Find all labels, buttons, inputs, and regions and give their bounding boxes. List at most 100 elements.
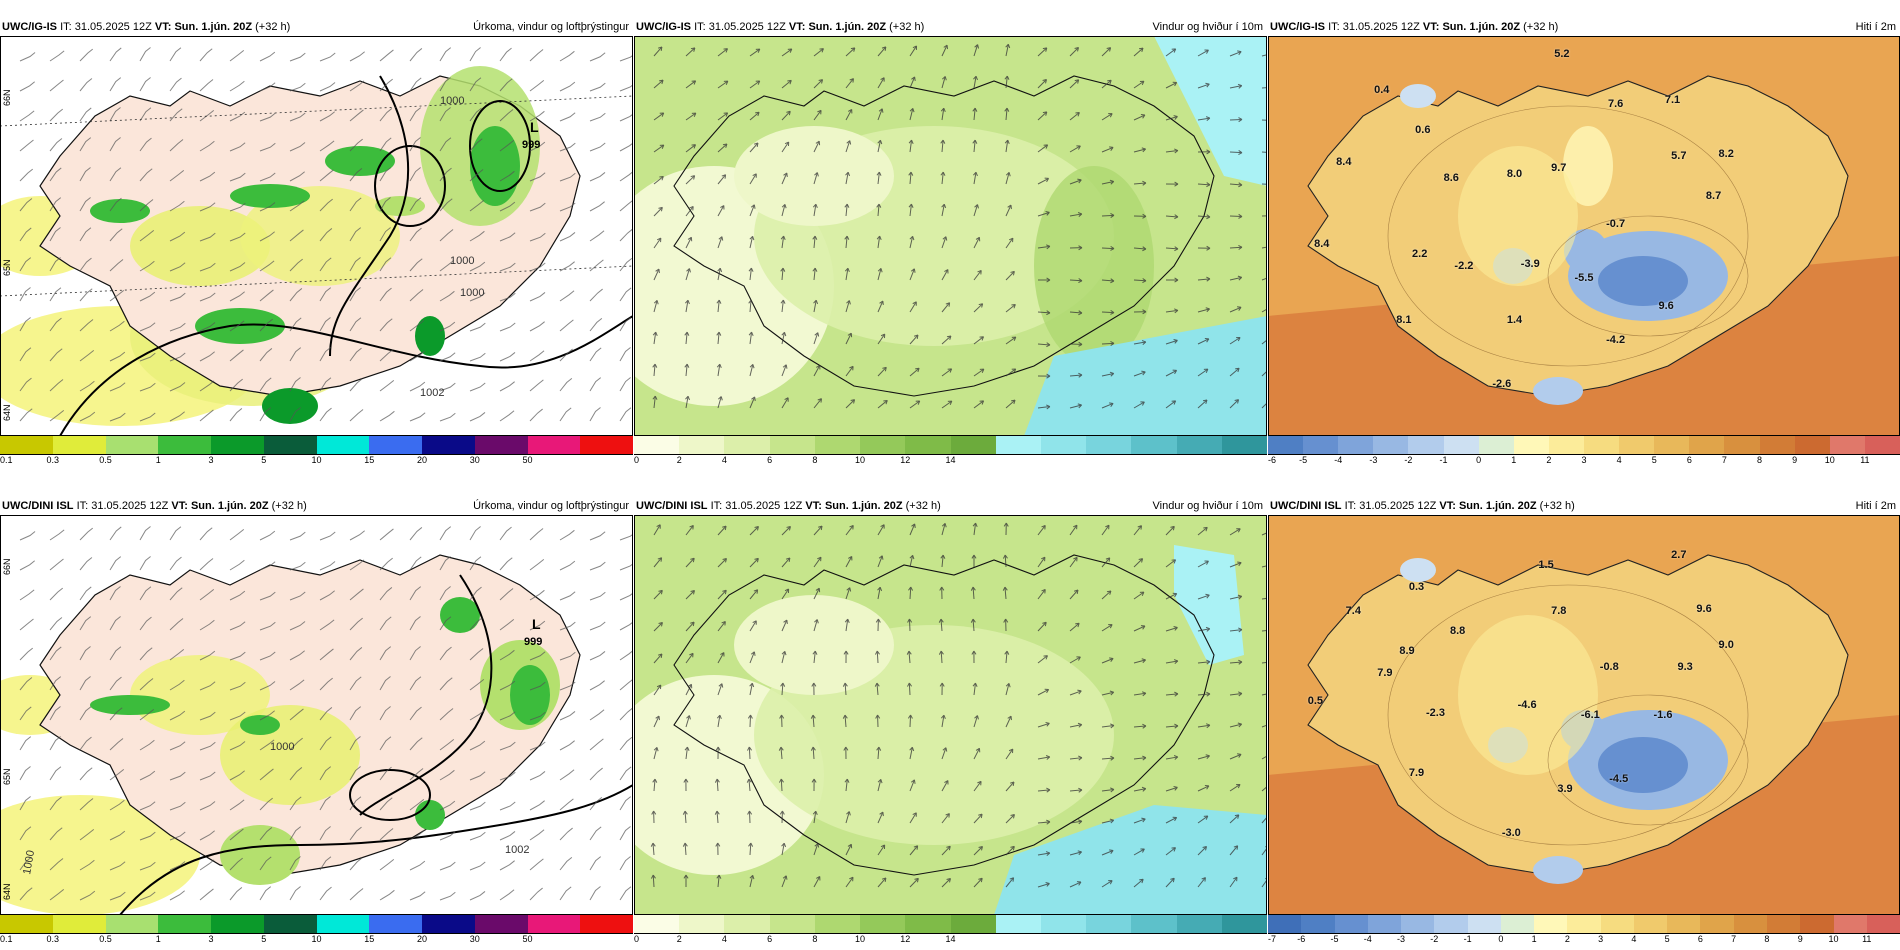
wind-arrow-head [651, 810, 657, 815]
wind-arrow-head [1008, 237, 1014, 243]
wind-barb [409, 320, 425, 332]
temp-map[interactable] [1268, 36, 1900, 436]
wind-arrow [845, 619, 849, 632]
wind-arrow [1261, 277, 1267, 281]
wind-map[interactable] [634, 36, 1267, 436]
wind-arrow-head [907, 714, 913, 719]
legend-swatch [905, 915, 951, 933]
wind-arrow [1165, 215, 1179, 218]
wind-arrow-head [1076, 656, 1081, 661]
wind-barb [79, 527, 94, 541]
wind-barb [409, 676, 422, 691]
wind-arrow-head [810, 746, 816, 751]
isobar-label: 1000 [440, 95, 464, 107]
wind-barb [559, 112, 576, 122]
precip-map[interactable]: L 999 1000 1002 1000 66N 65N 64N [0, 515, 633, 915]
wind-barb [79, 798, 94, 811]
wind-barb [49, 796, 62, 811]
wind-arrow-head [1204, 560, 1209, 565]
wind-barb [469, 771, 486, 781]
wind-arrow-head [908, 586, 914, 591]
legend-swatch [0, 915, 53, 933]
wind-barb [469, 526, 481, 541]
wind-barb [259, 142, 276, 152]
wind-arrow-head [1078, 245, 1083, 251]
wind-arrow [1005, 683, 1010, 696]
wind-arrow [1005, 846, 1015, 856]
wind-arrow [1133, 878, 1144, 888]
wind-barb [439, 708, 454, 721]
wind-arrow-head [1042, 111, 1048, 116]
wind-arrow-head [1002, 554, 1008, 559]
wind-arrow [781, 526, 791, 536]
wind-barb [139, 107, 152, 122]
wind-arrow-head [817, 556, 822, 562]
wind-barb [409, 799, 425, 811]
wind-barb [169, 411, 185, 422]
wind-arrow-head [1203, 815, 1209, 820]
legend-tick: 1 [1531, 934, 1537, 944]
wind-barb [229, 741, 246, 751]
wind-arrow-head [944, 269, 949, 274]
wind-arrow-head [812, 650, 818, 655]
wind-barb [469, 556, 482, 571]
panel-header: UWC/DINI ISL IT: 31.05.2025 12Z VT: Sun.… [634, 497, 1267, 515]
wind-arrow-head [1110, 309, 1115, 315]
wind-arrow-head [684, 746, 690, 751]
wind-barb [409, 77, 422, 92]
wind-arrow [1101, 402, 1114, 409]
wind-barb [619, 856, 631, 871]
wind-arrow-head [1140, 848, 1145, 853]
wind-arrow-head [1078, 755, 1083, 761]
wind-arrow-head [881, 877, 887, 882]
wind-arrow [941, 108, 945, 121]
wind-arrow [941, 400, 953, 409]
wind-arrow [845, 332, 852, 345]
wind-barb [19, 618, 34, 631]
wind-arrow-head [650, 874, 656, 879]
temp-value-label: 5.2 [1554, 48, 1570, 60]
wind-arrow-head [1237, 83, 1243, 89]
temp-map[interactable] [1268, 515, 1900, 915]
wind-arrow-head [880, 77, 885, 82]
legend-swatch [1633, 915, 1668, 933]
wind-arrow-head [879, 811, 884, 817]
wind-arrow-head [812, 810, 818, 816]
precip-map[interactable]: L 999 1000 1002 1000 1000 66N 65N 64N [0, 36, 633, 436]
wind-barb [79, 586, 92, 601]
wind-arrow [1069, 851, 1082, 856]
wind-arrow [813, 398, 822, 409]
temp-panel-top: UWC/IG-IS IT: 31.05.2025 12Z VT: Sun. 1.… [1268, 18, 1900, 465]
wind-barb [349, 736, 361, 751]
wind-arrow [1133, 725, 1146, 728]
wind-arrow-head [1173, 626, 1178, 631]
wind-barb [19, 408, 33, 422]
wind-arrow [717, 112, 728, 121]
wind-arrow-head [848, 556, 853, 561]
wind-barb [289, 142, 306, 152]
wind-barb [469, 586, 482, 601]
wind-barb [169, 292, 186, 302]
wind-arrow-head [1044, 177, 1050, 183]
wind-barb [379, 410, 395, 422]
wind-arrow-head [1110, 213, 1115, 218]
wind-arrow-head [913, 334, 919, 340]
wind-arrow-head [977, 780, 982, 786]
wind-barb [469, 801, 486, 811]
wind-barb [409, 768, 424, 781]
legend-swatch [1401, 915, 1435, 933]
wind-barb [289, 317, 302, 332]
wind-arrow-head [689, 652, 694, 658]
wind-map[interactable] [634, 515, 1267, 915]
wind-arrow [1133, 148, 1146, 153]
wind-arrow-head [1141, 658, 1146, 664]
wind-barb [559, 827, 573, 841]
wind-arrow [813, 619, 818, 632]
wind-arrow-head [843, 650, 849, 655]
wind-arrow-head [753, 142, 759, 148]
legend-tick: 14 [945, 934, 956, 944]
wind-arrow [1101, 658, 1114, 664]
wind-arrow-head [1077, 178, 1082, 184]
precip-legend: 0.1 0.3 0.5 1 3 5 10 15 20 30 50 [0, 915, 633, 945]
wind-barb [619, 766, 632, 781]
